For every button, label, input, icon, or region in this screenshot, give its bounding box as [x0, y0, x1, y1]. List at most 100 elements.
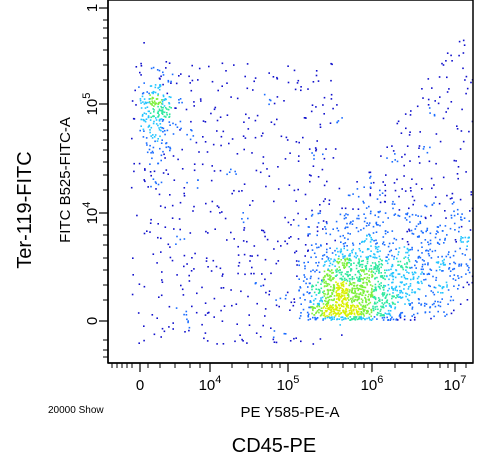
event-dot [335, 305, 338, 308]
event-dot [150, 135, 152, 137]
event-dot [414, 228, 417, 230]
event-dot [357, 208, 360, 210]
event-dot [366, 273, 368, 275]
event-dot [325, 148, 327, 150]
event-dot [193, 205, 195, 208]
event-dot [182, 294, 185, 296]
event-dot [204, 332, 207, 334]
event-dot [351, 277, 354, 280]
event-dot [438, 243, 441, 245]
event-dot [231, 304, 233, 307]
event-dot [329, 306, 332, 309]
event-dot [390, 265, 393, 268]
event-dot [383, 286, 385, 289]
event-dot [353, 305, 356, 307]
event-dot [382, 289, 385, 291]
event-dot [365, 225, 368, 227]
event-dot [151, 96, 154, 99]
event-dot [352, 298, 354, 300]
event-dot [462, 140, 465, 143]
event-dot [155, 102, 158, 105]
event-dot [376, 311, 379, 314]
event-dot [394, 159, 396, 161]
event-dot [354, 288, 357, 290]
event-dot [333, 258, 336, 261]
event-dot [302, 136, 304, 139]
event-dot [300, 303, 302, 305]
event-dot [222, 130, 225, 133]
event-dot [457, 166, 460, 168]
event-dot [276, 96, 279, 98]
event-dot [143, 112, 146, 114]
event-dot [421, 231, 424, 234]
event-dot [410, 110, 412, 112]
event-dot [376, 251, 379, 253]
event-dot [454, 250, 457, 253]
event-dot [454, 239, 457, 241]
event-dot [322, 292, 325, 295]
event-dot [323, 278, 325, 281]
event-dot [352, 282, 354, 284]
event-dot [468, 266, 470, 269]
event-dot [368, 298, 370, 300]
event-dot [458, 226, 460, 229]
event-dot [373, 268, 375, 270]
event-dot [445, 281, 448, 284]
event-dot [423, 273, 425, 275]
event-dot [369, 318, 371, 321]
event-dot [164, 133, 166, 136]
event-dot [330, 309, 332, 312]
event-dot [444, 315, 446, 317]
event-dot [358, 259, 361, 262]
event-dot [345, 299, 347, 301]
event-dot [155, 188, 157, 190]
event-dot [203, 337, 205, 340]
event-dot [433, 202, 435, 204]
event-dot [391, 161, 394, 163]
event-dot [360, 255, 362, 258]
event-dot [345, 264, 348, 266]
event-dot [466, 299, 469, 301]
event-dot [398, 273, 401, 275]
event-dot [237, 245, 239, 248]
event-dot [378, 267, 380, 270]
event-dot [320, 299, 322, 301]
event-dot [457, 275, 459, 277]
event-dot [298, 264, 300, 267]
event-dot [384, 189, 387, 192]
event-dot [450, 217, 453, 219]
event-dot [469, 210, 471, 212]
event-dot [439, 305, 442, 308]
event-dot [410, 278, 412, 281]
event-dot [371, 273, 373, 276]
event-dot [377, 308, 379, 311]
event-dot [355, 256, 357, 259]
event-dot [167, 81, 170, 83]
event-dot [163, 130, 166, 132]
event-dot [397, 120, 400, 123]
event-dot [202, 136, 204, 138]
event-dot [442, 117, 445, 120]
event-dot [392, 281, 394, 284]
event-dot [392, 207, 394, 210]
event-dot [428, 311, 431, 313]
event-dot [427, 243, 430, 246]
event-dot [323, 312, 325, 314]
event-dot [368, 233, 370, 236]
event-dot [388, 250, 391, 253]
event-dot [457, 177, 459, 180]
event-dot [179, 129, 181, 131]
event-dot [358, 275, 361, 278]
event-dot [337, 287, 340, 289]
event-dot [183, 187, 186, 189]
event-dot [385, 294, 388, 297]
event-dot [191, 129, 193, 132]
event-dot [150, 152, 152, 154]
event-dot [366, 290, 368, 293]
event-dot [333, 316, 336, 318]
event-dot [411, 271, 414, 274]
event-dot [168, 102, 171, 105]
event-dot [284, 297, 287, 300]
event-dot [318, 304, 320, 306]
